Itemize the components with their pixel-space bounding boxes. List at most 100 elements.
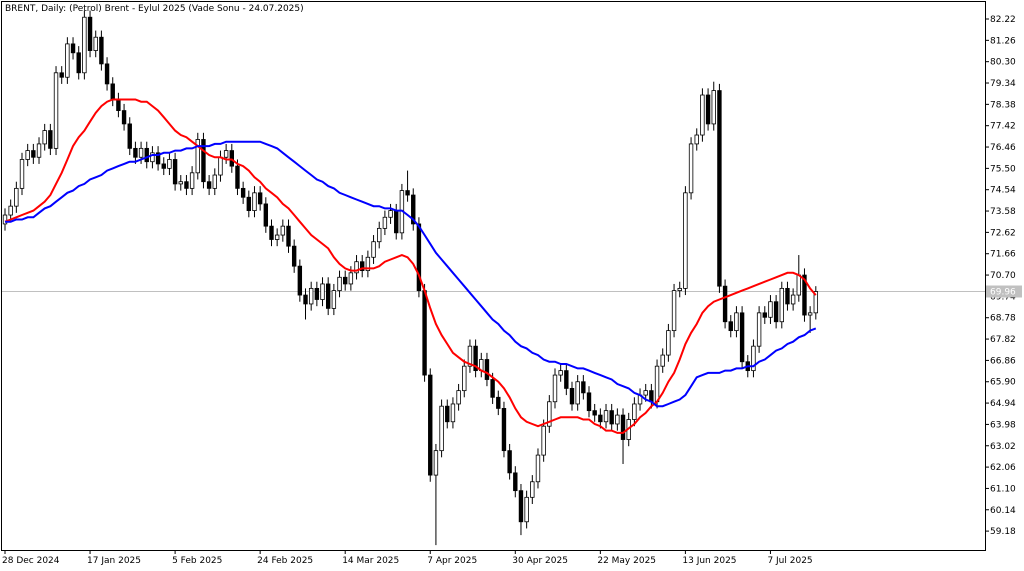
candle-body [768,301,773,318]
candle-body [428,374,433,476]
x-tick-label: 24 Feb 2025 [257,556,313,566]
candle-body [201,139,206,183]
candle-body [717,90,722,287]
candle-body [807,312,813,316]
candle-body [240,187,246,198]
candle-body [445,405,450,423]
last-price-label: 69.96 [990,288,1016,298]
candle-body [450,403,456,423]
candle-body [433,450,439,476]
candle-body [683,192,688,289]
y-tick-label: 79.34 [990,79,1016,89]
candle-body [671,290,677,332]
x-tick-label: 5 Feb 2025 [172,556,222,566]
candle-body [93,36,98,51]
candle-body [490,379,495,398]
y-tick-label: 59.18 [990,527,1016,537]
candle-body [263,203,269,227]
candle-body [535,454,541,483]
candle-body [592,410,597,416]
candle-body [688,143,694,194]
candle-body [48,130,53,149]
candle-body [246,196,252,211]
candle-body [223,150,229,158]
candle-body [484,359,490,380]
candle-body [42,130,47,145]
candle-body [325,283,331,309]
candle-body [121,110,127,125]
y-tick-label: 64.94 [990,399,1016,409]
x-tick-label: 7 Apr 2025 [427,556,477,566]
candle-body [416,223,422,292]
candle-body [82,16,87,74]
candle-body [161,163,166,169]
candle-body [280,225,286,236]
candle-body [569,388,575,405]
candle-body [388,210,393,218]
candle-body [790,294,796,305]
candle-body [286,225,291,247]
candle-body [65,43,70,78]
candle-body [501,408,507,452]
candle-body [2,214,8,225]
candle-body [705,94,711,125]
y-tick-label: 82.22 [990,15,1016,25]
candle-body [654,365,660,403]
candle-body [297,265,303,296]
candle-body [291,245,297,267]
y-tick-label: 61.10 [990,484,1016,494]
y-tick-label: 80.30 [990,58,1016,68]
y-tick-label: 76.46 [990,143,1016,153]
y-tick-label: 73.58 [990,207,1016,217]
candle-body [598,414,603,423]
candle-body [308,287,314,305]
x-tick-label: 17 Jan 2025 [87,556,141,566]
candle-body [541,425,546,456]
candle-body [342,276,348,285]
candle-body [677,287,682,292]
candle-body [762,312,767,318]
candle-body [31,150,36,158]
candle-body [785,287,790,305]
chart-title: BRENT, Daily: (Petrol) Brent - Eylul 202… [5,4,304,14]
candle-body [331,290,337,309]
y-tick-label: 65.90 [990,378,1016,388]
candle-body [779,287,784,323]
x-tick-label: 28 Dec 2024 [2,556,60,566]
y-tick-label: 81.26 [990,36,1016,46]
candle-body [603,410,609,423]
candle-body [110,83,115,100]
candle-body [615,414,620,425]
candle-body [76,52,81,74]
candle-body [518,490,524,523]
candle-body [314,287,320,300]
candle-body [462,365,467,392]
candle-body [728,321,733,332]
y-tick-label: 67.82 [990,335,1016,345]
candle-body [252,192,257,211]
x-tick-label: 7 Jul 2025 [767,556,812,566]
candle-body [756,312,762,347]
candle-body [212,174,217,189]
candle-body [722,285,728,323]
candle-body [116,99,121,111]
candle-body [552,374,558,403]
candle-body [303,294,308,305]
candle-body [172,159,178,185]
candle-body [269,225,274,240]
candle-body [167,159,172,169]
x-tick-label: 14 Mar 2025 [342,556,399,566]
x-tick-label: 30 Apr 2025 [512,556,568,566]
y-tick-label: 62.06 [990,463,1016,473]
candle-body [439,405,444,452]
y-tick-label: 63.02 [990,442,1016,452]
candle-body [802,274,807,316]
candle-body [70,43,76,54]
y-tick-label: 72.62 [990,228,1016,238]
y-tick-label: 63.98 [990,420,1016,430]
candle-body [700,94,705,136]
candle-body [377,227,382,243]
candle-body [558,370,563,376]
candle-body [581,381,586,394]
